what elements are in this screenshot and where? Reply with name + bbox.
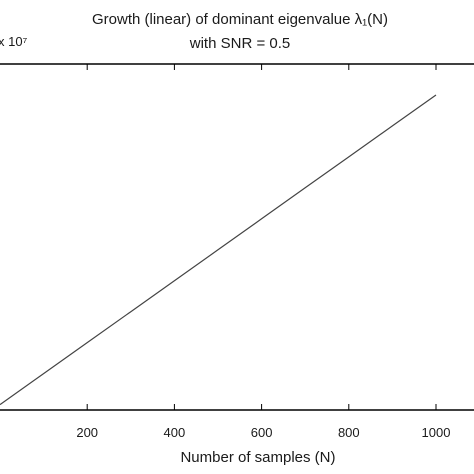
x-axis-label: Number of samples (N): [180, 449, 335, 466]
x-tick-label: 600: [251, 425, 273, 440]
x-tick-label: 1000: [422, 425, 451, 440]
y-scale-label: x 10⁷: [0, 34, 28, 49]
x-tick-label: 200: [76, 425, 98, 440]
x-tick-label: 400: [164, 425, 186, 440]
chart-title-line-2: with SNR = 0.5: [189, 35, 290, 52]
series-line: [0, 94, 437, 406]
chart-title-line-1: Growth (linear) of dominant eigenvalue λ…: [92, 11, 388, 28]
x-axis-ticks: [86, 64, 437, 410]
x-tick-label: 800: [338, 425, 360, 440]
plot-frame: [0, 63, 474, 411]
x-axis-tick-labels: 200 400 600 800 1000: [76, 425, 450, 440]
